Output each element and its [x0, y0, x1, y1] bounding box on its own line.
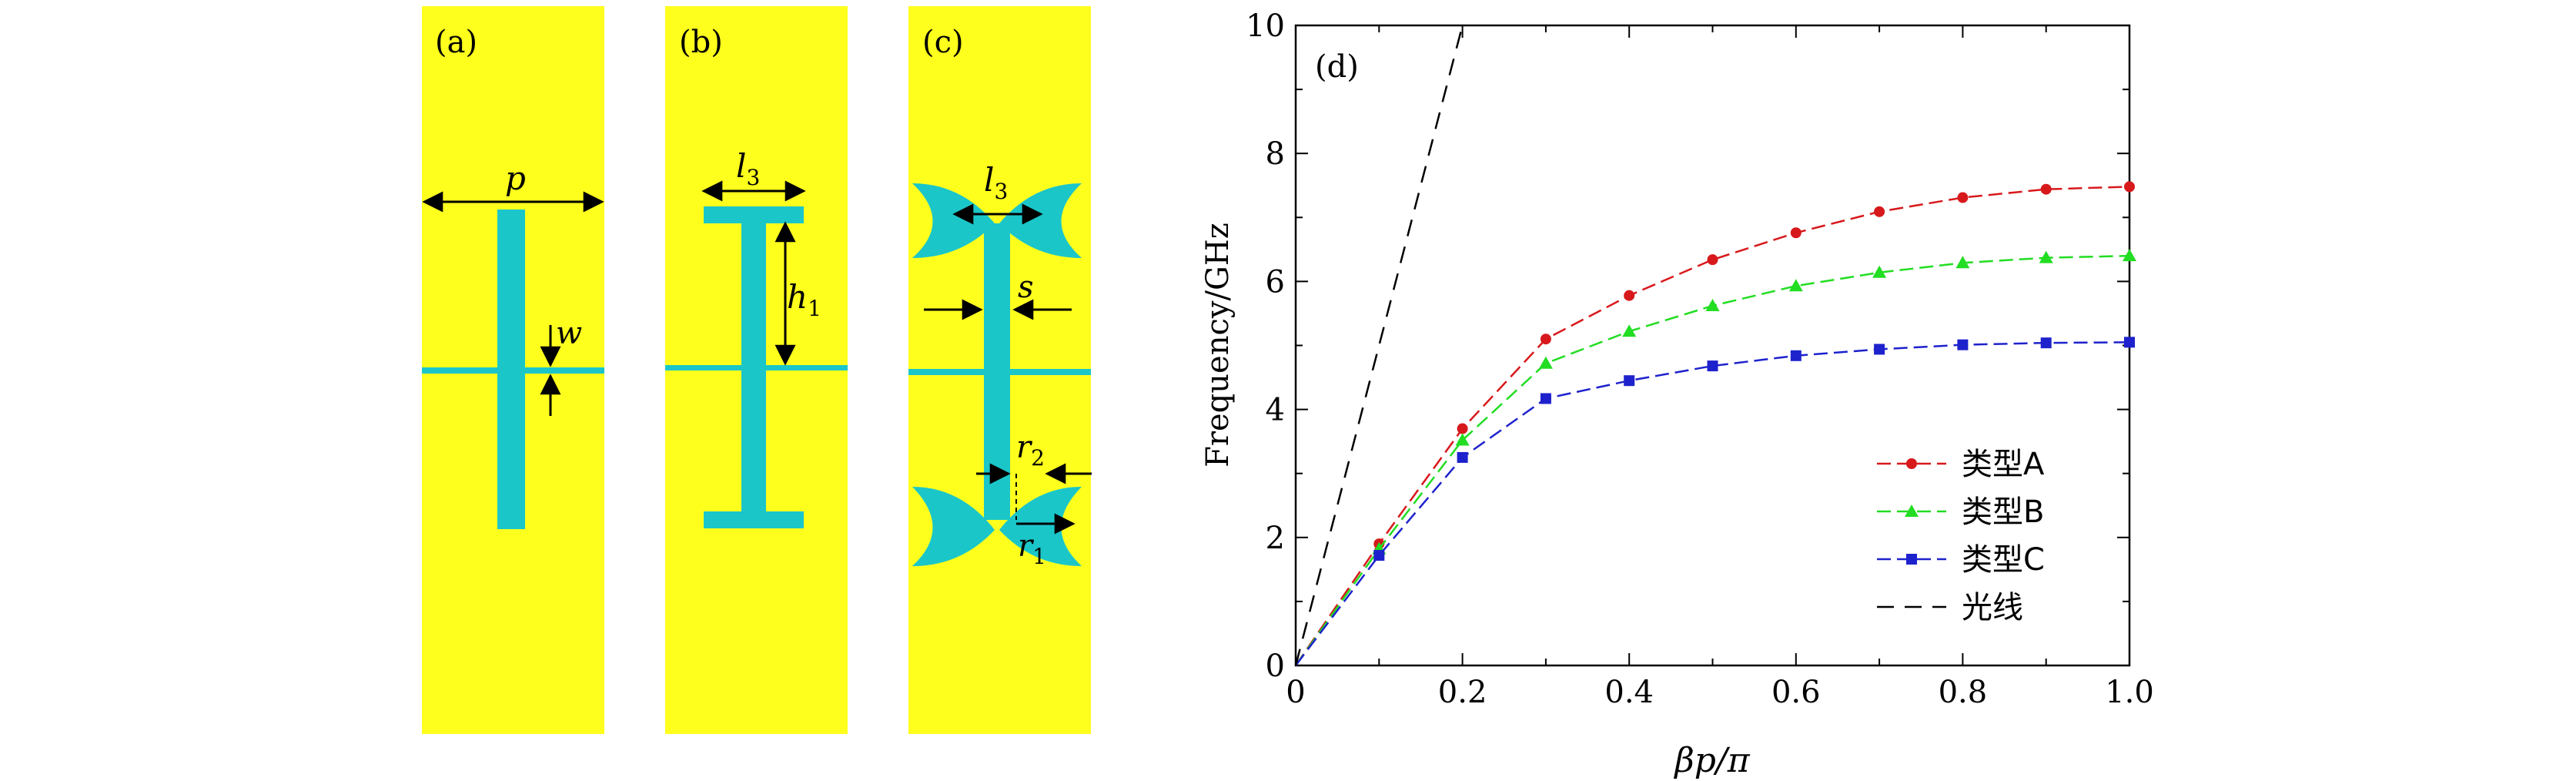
x-axis-title: βp/π: [1673, 741, 1750, 780]
legend-item: 光线: [1877, 590, 2023, 625]
data-point: [1874, 344, 1885, 355]
data-point: [2040, 183, 2052, 195]
panel-label-b: (b): [679, 25, 723, 60]
data-point: [1540, 334, 1551, 345]
y-tick-label: 6: [1266, 264, 1285, 300]
data-point: [2040, 337, 2052, 349]
vertical-strip-c: [984, 223, 1010, 520]
vertical-strip-a: [497, 209, 525, 529]
data-point: [1540, 393, 1551, 404]
data-point: [1872, 265, 1887, 278]
vertical-strip-b: [741, 222, 766, 515]
data-point: [1457, 423, 1468, 434]
series-layer: [1294, 25, 2136, 666]
series-line: [1294, 25, 1464, 666]
legend-label: 类型B: [1962, 494, 2044, 530]
y-tick-label: 4: [1266, 393, 1285, 428]
series-1: [1294, 181, 2135, 666]
x-tick-label: 0.6: [1771, 675, 1821, 710]
legend-label: 光线: [1962, 590, 2023, 625]
crescent-bottom-right: [999, 487, 1082, 566]
l3-label-b: l3: [736, 147, 760, 190]
data-point: [1622, 324, 1637, 337]
w-label: w: [556, 316, 582, 351]
p-label: p: [505, 159, 526, 197]
chart-panel-label: (d): [1315, 49, 1359, 85]
data-point: [1957, 339, 1969, 350]
panel-label-c: (c): [922, 25, 964, 60]
s-label: s: [1018, 270, 1034, 305]
x-tick-label: 0.4: [1604, 675, 1654, 710]
panel-label-a: (a): [435, 25, 477, 60]
data-point: [1707, 360, 1718, 372]
data-point: [1457, 451, 1468, 463]
legend-marker: [1905, 504, 1919, 517]
data-point: [2039, 250, 2053, 263]
data-point: [2124, 181, 2135, 193]
panel-a: (a) p w: [422, 6, 604, 734]
data-point: [1874, 206, 1885, 217]
top-bar-b: [704, 206, 804, 223]
legend-item: 类型C: [1877, 542, 2045, 578]
bottom-bar-b: [704, 511, 804, 528]
legend-item: 类型A: [1877, 447, 2045, 482]
y-tick-label: 10: [1246, 8, 1285, 44]
data-point: [1705, 298, 1720, 311]
series-2: [1294, 249, 2136, 666]
legend-marker: [1906, 554, 1917, 565]
crescent-bottom-left: [912, 487, 995, 566]
data-point: [1624, 290, 1635, 301]
x-tick-label: 0.8: [1939, 675, 1988, 710]
legend-label: 类型A: [1962, 447, 2045, 482]
y-tick-label: 0: [1266, 649, 1285, 684]
y-tick-label: 8: [1266, 136, 1285, 172]
legend-label: 类型C: [1962, 542, 2045, 578]
x-tick-label: 1.0: [2105, 675, 2154, 710]
data-point: [1373, 550, 1385, 561]
r1-label: r1: [1018, 528, 1046, 569]
data-point: [1707, 254, 1718, 266]
h1-label: h1: [787, 278, 821, 321]
y-axis-title: Frequency/GHz: [1200, 223, 1236, 468]
data-point: [1538, 356, 1553, 369]
data-point: [1455, 433, 1470, 446]
legend-item: 类型B: [1877, 494, 2044, 530]
data-point: [1624, 375, 1635, 387]
dispersion-chart: (d) βp/π Frequency/GHz 0 0.2 0.4 0.6 0.8 1.00…: [1200, 8, 2154, 780]
data-point: [1790, 350, 1802, 361]
panel-b: (b) l3 h1: [665, 6, 848, 734]
axis-ticks: 0 0.2 0.4 0.6 0.8 1.0 0 2 4 6 8 10: [1246, 8, 2154, 710]
y-tick-label: 2: [1266, 521, 1285, 556]
data-point: [1788, 279, 1803, 292]
data-point: [1955, 256, 1970, 269]
legend-marker: [1906, 458, 1917, 469]
r2-label: r2: [1016, 430, 1045, 471]
legend: 类型A 类型B 类型C 光线: [1877, 447, 2045, 625]
x-tick-label: 0.2: [1438, 675, 1487, 710]
series-line: [1295, 341, 2130, 666]
data-point: [2124, 337, 2135, 348]
panel-c: (c) l3 s r2 r1: [908, 6, 1092, 734]
data-point: [2123, 249, 2136, 262]
series-3: [1295, 337, 2135, 666]
data-point: [1790, 227, 1802, 239]
x-tick-label: 0: [1286, 675, 1305, 710]
data-point: [1957, 192, 1969, 203]
series-line: [1294, 186, 2130, 666]
l3-label-c: l3: [984, 161, 1008, 204]
series-4: [1294, 25, 1464, 666]
